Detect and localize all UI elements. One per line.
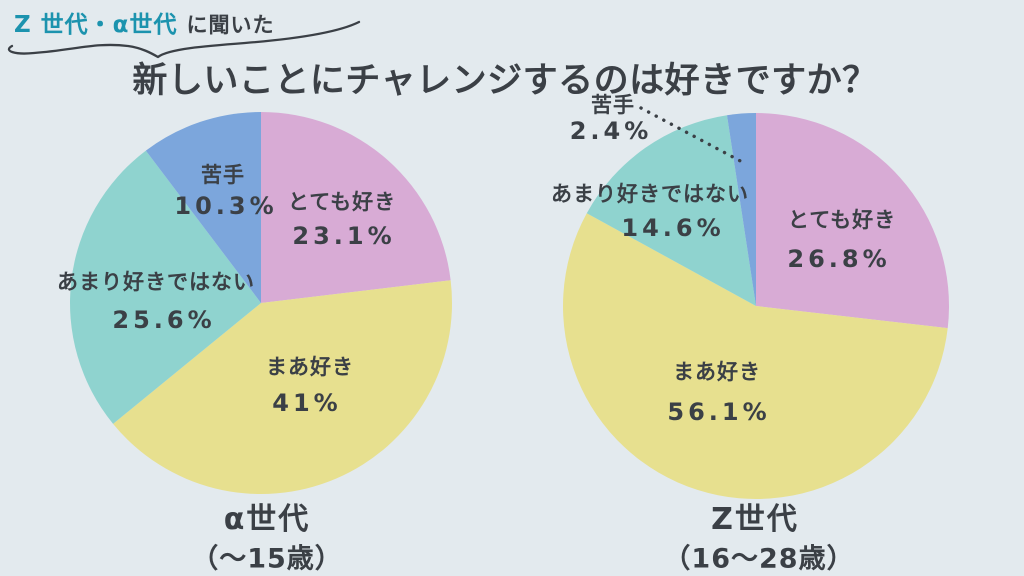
pie-slice-1 xyxy=(563,213,948,499)
pie-slice-3 xyxy=(726,113,756,306)
slice-label: まあ好き xyxy=(266,355,354,379)
pie-slice-1 xyxy=(113,280,452,494)
caption-generation-alpha: α世代 xyxy=(223,502,311,537)
slice-value: 10.3% xyxy=(174,192,278,220)
slice-value: 23.1% xyxy=(292,222,396,250)
header-generation-highlight: Z 世代・α世代 xyxy=(14,12,178,38)
caption-generation-z: Z世代 xyxy=(711,502,799,537)
slice-value: 14.6% xyxy=(621,214,725,242)
pie-slice-2 xyxy=(69,150,261,424)
slice-label: とても好き xyxy=(287,190,397,214)
slice-label: まあ好き xyxy=(673,360,761,384)
page-title: 新しいことにチャレンジするのは好きですか？ xyxy=(132,61,878,101)
pie-slice-3 xyxy=(145,112,261,303)
pie-chart-alpha xyxy=(69,112,452,494)
header-callout: Z 世代・α世代 に聞いた xyxy=(14,5,275,39)
slice-value: 41% xyxy=(272,389,342,417)
pie-chart-z xyxy=(563,113,949,499)
slice-label: 苦手 xyxy=(591,93,635,117)
slice-label: あまり好きではない xyxy=(551,182,749,206)
slice-label: 苦手 xyxy=(201,163,245,187)
pie-slice-2 xyxy=(586,115,756,306)
slice-label: とても好き xyxy=(787,208,897,232)
pie-slice-0 xyxy=(756,113,949,329)
leader-line-dotted xyxy=(639,106,748,166)
slice-value: 2.4% xyxy=(569,117,653,145)
swoosh-underline-icon xyxy=(7,20,361,59)
slice-value: 26.8% xyxy=(787,245,891,273)
slice-value: 25.6% xyxy=(112,306,216,334)
caption-age-z: （16～28歳） xyxy=(663,543,855,575)
slice-value: 56.1% xyxy=(667,398,771,426)
slice-label: あまり好きではない xyxy=(57,270,255,294)
header-suffix: に聞いた xyxy=(186,13,275,37)
pie-slice-0 xyxy=(261,112,451,303)
caption-age-alpha: （～15歳） xyxy=(191,543,343,575)
